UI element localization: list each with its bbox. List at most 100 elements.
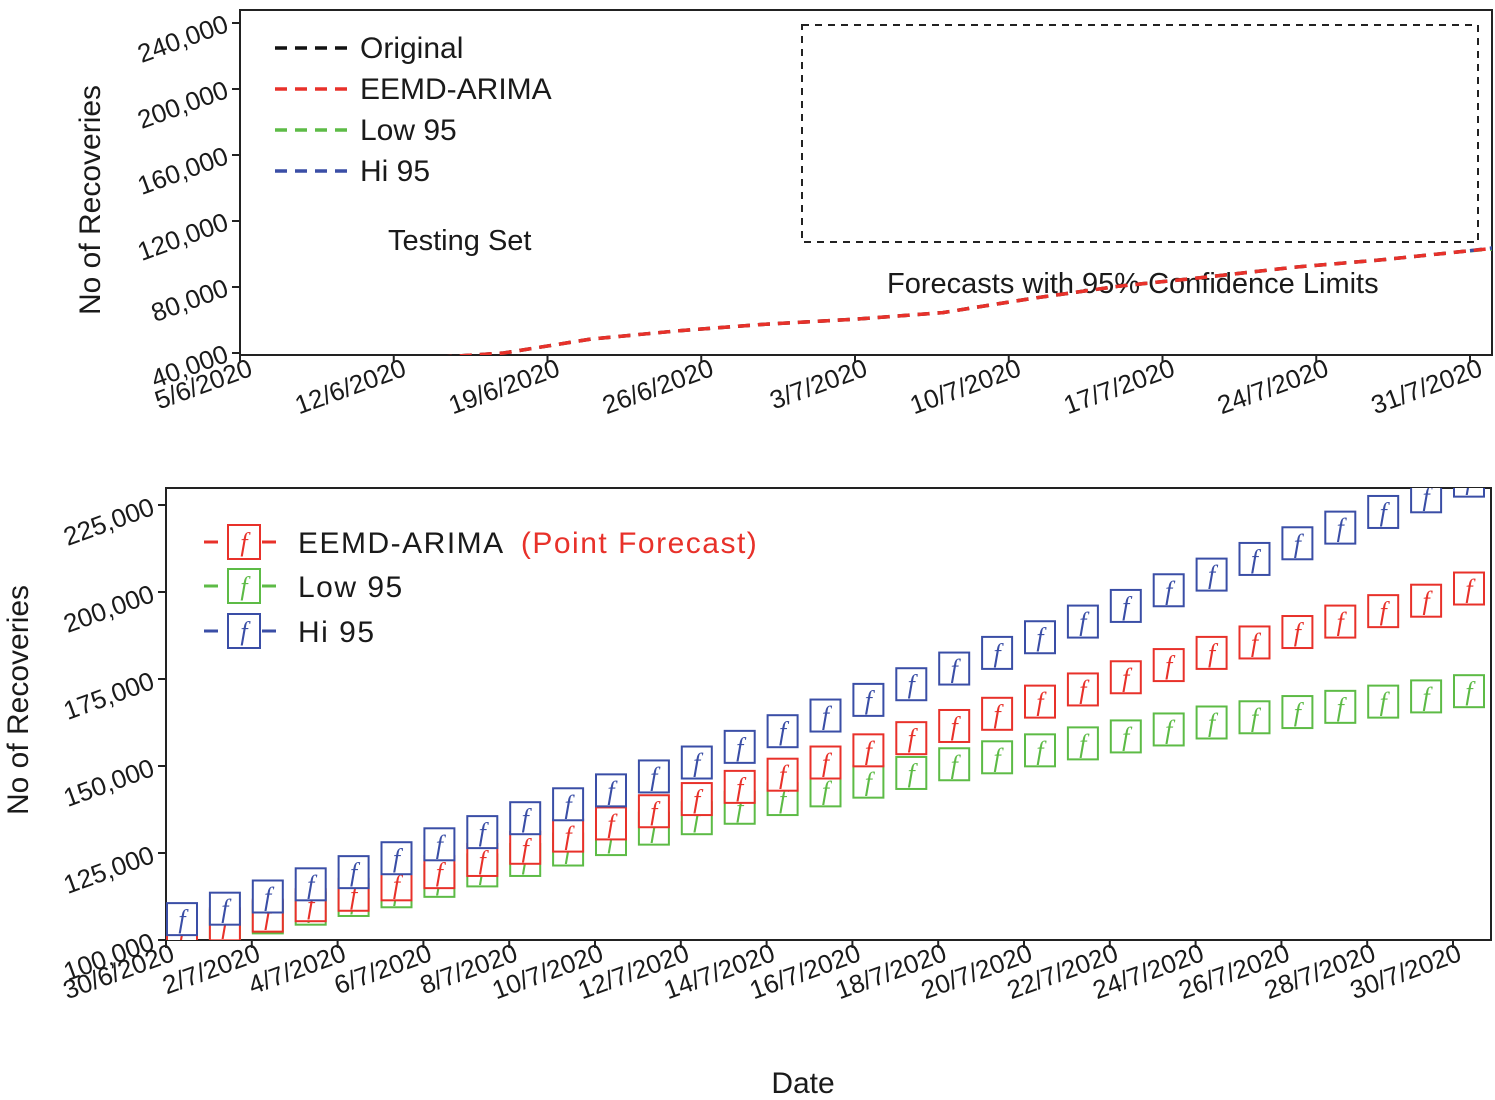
bottom-x-axis-label: Date xyxy=(771,1067,834,1100)
forecast-marker-low-95: f xyxy=(1109,719,1142,754)
forecast-marker-eemd-arima: f xyxy=(680,782,713,817)
svg-text:f: f xyxy=(822,749,833,778)
forecast-marker-hi-95: f xyxy=(166,902,198,937)
top-ytick-label: 240,000 xyxy=(133,8,232,68)
svg-text:f: f xyxy=(350,858,361,887)
svg-text:f: f xyxy=(436,830,447,859)
bottom-forecast-markers: f f f f f f f f f f f f f f f f f f f ff f f f f f f f f f f f f f f f f f f f… xyxy=(166,467,1485,940)
svg-text:f: f xyxy=(1165,651,1176,680)
svg-text:f: f xyxy=(350,881,361,910)
top-ytick-label: 80,000 xyxy=(147,272,232,327)
forecast-marker-eemd-arima: f xyxy=(895,721,928,756)
svg-text:f: f xyxy=(951,655,962,684)
forecast-marker-low-95: f xyxy=(852,764,885,799)
svg-text:f: f xyxy=(1465,467,1476,496)
svg-text:f: f xyxy=(1122,592,1133,621)
bottom-ytick-label: 175,000 xyxy=(59,665,158,725)
forecast-marker-eemd-arima: f xyxy=(1453,571,1485,606)
forecast-marker-hi-95: f xyxy=(809,698,842,733)
forecast-marker-hi-95: f xyxy=(1281,526,1314,561)
svg-text:f: f xyxy=(779,717,790,746)
forecast-marker-low-95: f xyxy=(1410,679,1443,714)
top-legend: Original EEMD-ARIMA Low 95 Hi 95 xyxy=(275,32,552,188)
forecast-marker-hi-95: f xyxy=(466,815,499,850)
svg-text:f: f xyxy=(1036,688,1047,717)
forecast-marker-hi-95: f xyxy=(1066,604,1099,639)
svg-text:f: f xyxy=(479,818,490,847)
svg-text:f: f xyxy=(1294,698,1305,727)
forecast-marker-hi-95: f xyxy=(680,745,713,780)
forecast-marker-low-95: f xyxy=(895,755,928,790)
forecast-marker-hi-95: f xyxy=(509,801,542,836)
forecast-marker-eemd-arima: f xyxy=(1109,660,1142,695)
svg-text:f: f xyxy=(779,785,790,814)
svg-text:f: f xyxy=(1079,608,1090,637)
svg-text:f: f xyxy=(822,776,833,805)
svg-text:f: f xyxy=(479,846,490,875)
svg-text:f: f xyxy=(1380,688,1391,717)
top-plot-area xyxy=(239,9,1493,356)
svg-text:f: f xyxy=(221,895,232,924)
legend-label-eemd-arima: EEMD-ARIMA xyxy=(360,73,552,106)
bottom-ytick-label: 200,000 xyxy=(59,578,158,638)
svg-text:f: f xyxy=(693,749,704,778)
forecast-marker-hi-95: f xyxy=(1367,494,1400,529)
bottom-ytick-label: 125,000 xyxy=(59,839,158,899)
forecast-marker-hi-95: f xyxy=(1152,573,1185,608)
svg-text:f: f xyxy=(736,794,747,823)
svg-text:f: f xyxy=(393,870,404,899)
top-xtick-label: 31/7/2020 xyxy=(1367,352,1486,420)
svg-text:f: f xyxy=(1036,736,1047,765)
svg-text:f: f xyxy=(1422,682,1433,711)
top-ytick-label: 200,000 xyxy=(133,74,232,134)
svg-text:f: f xyxy=(240,572,251,601)
forecast-marker-eemd-arima: f xyxy=(1281,615,1314,650)
svg-text:f: f xyxy=(522,834,533,863)
testing-set-label: Testing Set xyxy=(388,225,531,257)
forecast-marker-low-95: f xyxy=(1281,695,1314,730)
svg-text:f: f xyxy=(908,759,919,788)
svg-text:f: f xyxy=(1465,677,1476,706)
forecast-marker-eemd-arima: f xyxy=(1238,625,1271,660)
top-ytick-label: 160,000 xyxy=(133,140,232,200)
svg-text:f: f xyxy=(1079,729,1090,758)
forecast-marker-eemd-arima: f xyxy=(1152,648,1185,683)
forecast-marker-eemd-arima: f xyxy=(595,806,627,841)
svg-text:f: f xyxy=(693,804,704,833)
svg-text:f: f xyxy=(1294,529,1305,558)
forecast-region-box xyxy=(801,24,1479,243)
svg-text:f: f xyxy=(240,528,251,557)
legend-label-original: Original xyxy=(360,32,463,65)
legend-label-low-95: Low 95 xyxy=(360,114,457,147)
forecast-marker-eemd-arima: f xyxy=(938,708,971,743)
svg-text:f: f xyxy=(436,858,447,887)
bottom-chart: No of Recoveries Date 100,000 125,000 15… xyxy=(2,467,1492,1100)
forecast-marker-hi-95: f xyxy=(1195,557,1228,592)
svg-text:f: f xyxy=(908,670,919,699)
svg-text:f: f xyxy=(951,750,962,779)
top-chart: No of Recoveries 40,000 80,000 120,000 1… xyxy=(74,8,1493,420)
svg-text:f: f xyxy=(1251,703,1262,732)
svg-text:f: f xyxy=(240,617,251,646)
svg-text:f: f xyxy=(564,790,575,819)
forecast-marker-hi-95: f xyxy=(337,855,370,890)
top-x-ticks: 5/6/2020 12/6/2020 19/6/2020 26/6/2020 3… xyxy=(151,352,1486,420)
forecast-marker-low-95: f xyxy=(981,740,1014,775)
svg-text:f: f xyxy=(307,891,318,920)
forecast-marker-eemd-arima: f xyxy=(1324,604,1357,639)
forecast-marker-low-95: f xyxy=(1152,712,1185,747)
forecast-box-label: Forecasts with 95% Confidence Limits xyxy=(887,268,1379,300)
forecast-marker-eemd-arima: f xyxy=(509,830,542,865)
top-xtick-label: 10/7/2020 xyxy=(906,352,1025,420)
bottom-ytick-label: 150,000 xyxy=(59,752,158,812)
forecast-marker-eemd-arima: f xyxy=(1410,583,1443,618)
svg-text:f: f xyxy=(1165,715,1176,744)
svg-text:f: f xyxy=(865,736,876,765)
legend-item-hi-95: f Hi 95 xyxy=(204,613,376,649)
forecast-marker-hi-95: f xyxy=(208,891,241,926)
forecast-marker-eemd-arima: f xyxy=(852,733,885,768)
bottom-x-ticks: 30/6/2020 2/7/2020 4/7/2020 6/7/2020 8/7… xyxy=(59,937,1465,1005)
legend-label-hi-95: Hi 95 xyxy=(298,616,376,649)
forecast-marker-hi-95: f xyxy=(1324,510,1357,545)
